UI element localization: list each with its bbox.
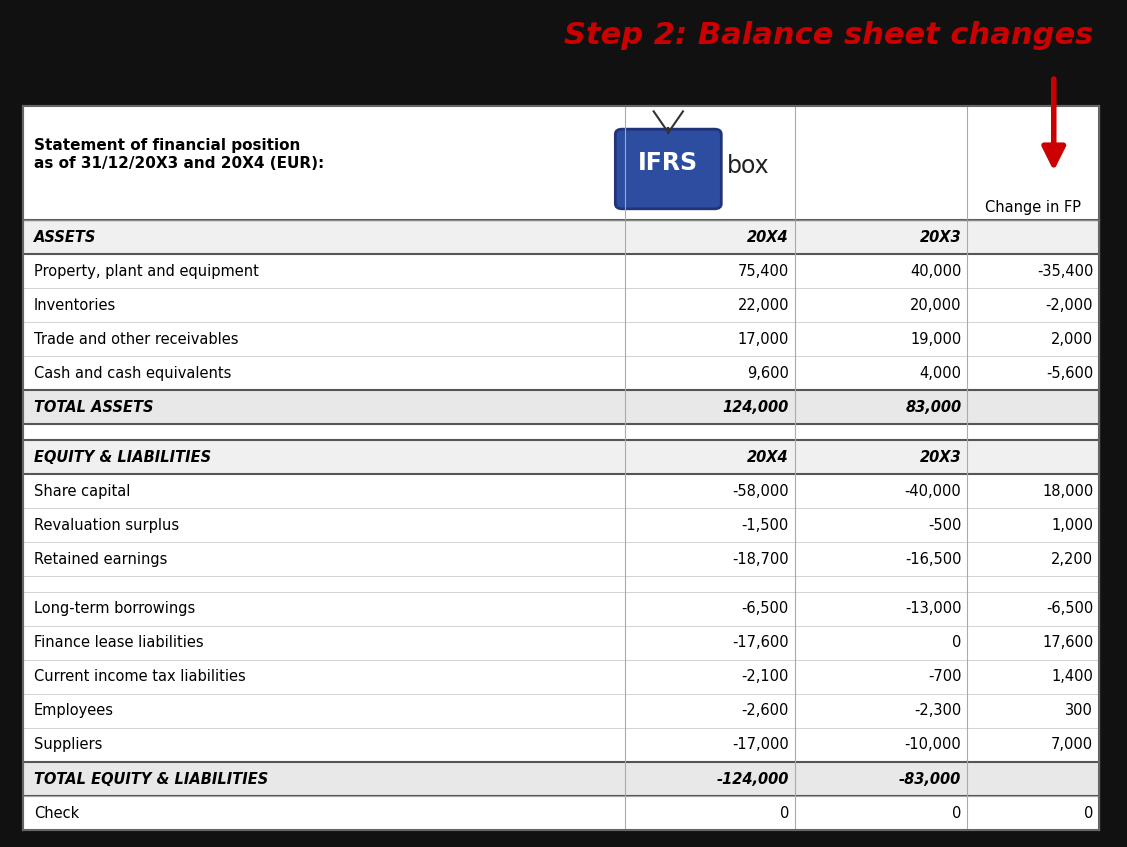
Text: Change in FP: Change in FP [985,200,1081,215]
Text: -2,000: -2,000 [1046,298,1093,313]
Text: Employees: Employees [34,703,114,718]
Text: Finance lease liabilities: Finance lease liabilities [34,635,204,650]
FancyBboxPatch shape [23,542,1099,576]
Text: Current income tax liabilities: Current income tax liabilities [34,669,246,684]
Text: 20X4: 20X4 [747,450,789,464]
Text: -1,500: -1,500 [742,518,789,533]
Text: 18,000: 18,000 [1042,484,1093,499]
Text: -6,500: -6,500 [742,601,789,617]
Text: box: box [727,154,770,179]
Text: -58,000: -58,000 [733,484,789,499]
FancyBboxPatch shape [23,576,1099,592]
Text: Retained earnings: Retained earnings [34,551,167,567]
FancyBboxPatch shape [23,474,1099,508]
Text: Step 2: Balance sheet changes: Step 2: Balance sheet changes [564,21,1093,50]
FancyBboxPatch shape [23,357,1099,390]
Text: 300: 300 [1065,703,1093,718]
Text: -18,700: -18,700 [733,551,789,567]
FancyBboxPatch shape [23,424,1099,440]
FancyBboxPatch shape [23,106,1099,830]
Text: 124,000: 124,000 [722,400,789,415]
FancyBboxPatch shape [23,440,1099,474]
Text: 20X4: 20X4 [747,230,789,245]
Text: 1,000: 1,000 [1051,518,1093,533]
Text: Statement of financial position
as of 31/12/20X3 and 20X4 (EUR):: Statement of financial position as of 31… [34,138,325,171]
Text: 4,000: 4,000 [920,366,961,381]
FancyBboxPatch shape [23,288,1099,323]
FancyBboxPatch shape [23,106,1099,220]
Text: Revaluation surplus: Revaluation surplus [34,518,179,533]
Text: 2,200: 2,200 [1051,551,1093,567]
Text: -10,000: -10,000 [905,738,961,752]
FancyBboxPatch shape [615,130,721,209]
Text: 9,600: 9,600 [747,366,789,381]
Text: -2,100: -2,100 [742,669,789,684]
Text: -2,300: -2,300 [914,703,961,718]
Text: -35,400: -35,400 [1037,263,1093,279]
FancyBboxPatch shape [23,626,1099,660]
Text: -83,000: -83,000 [899,772,961,787]
FancyBboxPatch shape [23,796,1099,830]
Text: -6,500: -6,500 [1046,601,1093,617]
Text: -16,500: -16,500 [905,551,961,567]
Text: -2,600: -2,600 [742,703,789,718]
Text: ASSETS: ASSETS [34,230,96,245]
Text: 0: 0 [952,805,961,821]
Text: Share capital: Share capital [34,484,131,499]
Text: TOTAL EQUITY & LIABILITIES: TOTAL EQUITY & LIABILITIES [34,772,268,787]
Text: 20,000: 20,000 [909,298,961,313]
Text: 40,000: 40,000 [909,263,961,279]
Text: EQUITY & LIABILITIES: EQUITY & LIABILITIES [34,450,211,464]
Text: Check: Check [34,805,79,821]
FancyBboxPatch shape [23,694,1099,728]
FancyBboxPatch shape [23,220,1099,254]
FancyBboxPatch shape [23,323,1099,357]
FancyBboxPatch shape [23,728,1099,762]
Text: 2,000: 2,000 [1051,332,1093,347]
Text: 19,000: 19,000 [911,332,961,347]
Text: TOTAL ASSETS: TOTAL ASSETS [34,400,153,415]
FancyBboxPatch shape [23,508,1099,542]
FancyBboxPatch shape [23,592,1099,626]
Text: 0: 0 [780,805,789,821]
Text: 20X3: 20X3 [920,230,961,245]
Text: -124,000: -124,000 [717,772,789,787]
Text: 17,000: 17,000 [737,332,789,347]
Text: 83,000: 83,000 [905,400,961,415]
Text: 7,000: 7,000 [1051,738,1093,752]
Text: 20X3: 20X3 [920,450,961,464]
Text: -5,600: -5,600 [1046,366,1093,381]
Text: 0: 0 [1084,805,1093,821]
Text: -700: -700 [928,669,961,684]
Text: -17,000: -17,000 [733,738,789,752]
FancyBboxPatch shape [23,660,1099,694]
FancyBboxPatch shape [23,390,1099,424]
Text: 75,400: 75,400 [738,263,789,279]
Text: Inventories: Inventories [34,298,116,313]
Text: 1,400: 1,400 [1051,669,1093,684]
Text: -13,000: -13,000 [905,601,961,617]
Text: Long-term borrowings: Long-term borrowings [34,601,195,617]
Text: Suppliers: Suppliers [34,738,103,752]
Text: 22,000: 22,000 [737,298,789,313]
Text: -17,600: -17,600 [733,635,789,650]
FancyBboxPatch shape [23,762,1099,796]
Text: -500: -500 [928,518,961,533]
FancyBboxPatch shape [23,254,1099,288]
Text: IFRS: IFRS [638,151,699,175]
Text: -40,000: -40,000 [905,484,961,499]
Text: Property, plant and equipment: Property, plant and equipment [34,263,259,279]
Text: Trade and other receivables: Trade and other receivables [34,332,238,347]
Text: Cash and cash equivalents: Cash and cash equivalents [34,366,231,381]
Text: 0: 0 [952,635,961,650]
Text: 17,600: 17,600 [1042,635,1093,650]
